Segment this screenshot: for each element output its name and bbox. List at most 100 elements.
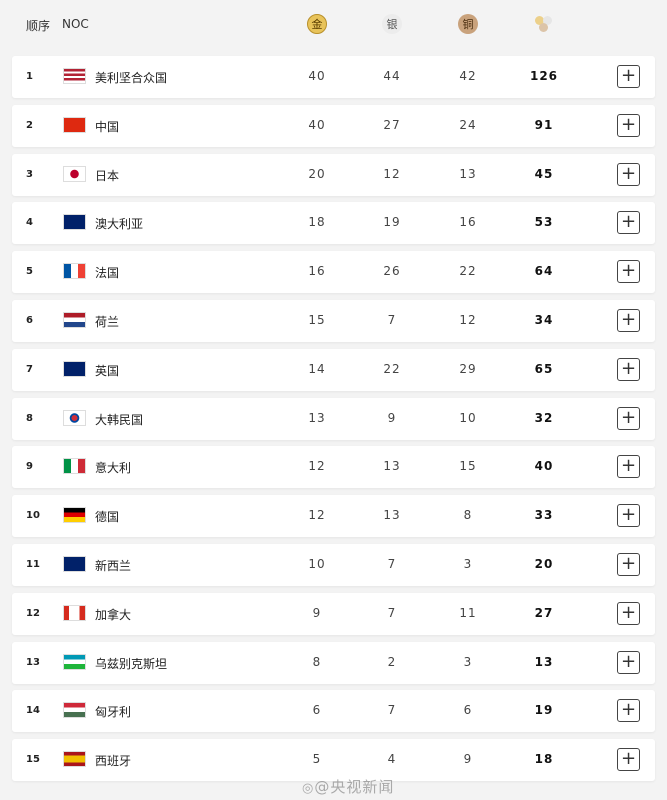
expand-button[interactable]: + [617,553,640,576]
table-row: 5 法国 16 26 22 64 + [12,251,655,294]
silver-count: 13 [383,508,401,523]
silver-count: 26 [383,264,401,279]
gold-count: 14 [308,361,326,376]
silver-count: 7 [387,605,397,620]
gold-count: 9 [312,605,322,620]
expand-button[interactable]: + [617,601,640,625]
watermark: ◎@央视新闻 [302,778,395,796]
rank: 6 [26,315,33,326]
expand-button[interactable]: + [617,357,640,381]
total-count: 19 [534,703,554,718]
newzealand-flag-icon [63,556,86,572]
rank: 14 [26,705,40,717]
table-row: 13 乌兹别克斯坦 8 2 3 13 + [12,641,655,684]
france-flag-icon [63,263,86,280]
silver-count: 13 [383,459,401,474]
rank: 9 [26,461,33,473]
silver-count: 27 [383,117,401,132]
silver-count: 9 [387,410,397,425]
gold-count: 18 [308,215,326,230]
country-name: 中国 [95,119,120,134]
italy-flag-icon [63,458,86,475]
total-count: 64 [534,264,554,279]
total-count: 40 [534,459,554,474]
table-row: 6 荷兰 15 7 12 34 + [12,300,655,342]
table-row: 3 日本 20 12 13 45 + [12,153,655,196]
gold-count: 15 [308,313,326,327]
australia-flag-icon [63,214,86,231]
china-flag-icon [63,116,86,133]
country-name: 新西兰 [95,559,132,573]
bronze-count: 22 [459,264,477,279]
spain-flag-icon [63,751,86,768]
hungary-flag-icon [63,702,86,719]
bronze-count: 10 [459,410,477,425]
rank: 12 [26,607,40,619]
rank: 1 [26,71,33,82]
gold-medal-icon: 金 [307,14,327,34]
country-name: 意大利 [95,461,132,476]
expand-button[interactable]: + [617,211,640,235]
medals-total-icon [535,16,555,36]
rank: 8 [26,412,33,424]
country-name: 英国 [95,363,120,378]
table-row: 15 西班牙 5 4 9 18 + [12,739,655,782]
country-name: 加拿大 [95,607,132,622]
silver-count: 19 [383,215,401,230]
rank: 3 [26,168,33,180]
expand-button[interactable]: + [617,406,640,430]
expand-button[interactable]: + [617,748,640,772]
bronze-medal-icon: 铜 [458,14,478,34]
rank: 15 [26,754,40,766]
noc-header: NOC [62,17,89,31]
silver-count: 12 [383,166,401,181]
total-count: 126 [529,69,559,83]
table-row: 2 中国 40 27 24 91 + [12,104,655,147]
rank: 5 [26,266,33,278]
rank: 7 [26,363,33,375]
total-count: 18 [534,752,554,767]
rank: 13 [26,656,40,668]
total-count: 32 [534,410,554,425]
table-row: 4 澳大利亚 18 19 16 53 + [12,202,655,245]
table-header: 顺序 NOC 金 银 铜 [0,0,667,50]
gold-count: 13 [308,410,326,425]
country-name: 美利坚合众国 [95,71,168,85]
bronze-count: 24 [459,117,477,132]
total-count: 13 [534,654,554,669]
expand-button[interactable]: + [617,455,640,479]
expand-button[interactable]: + [617,504,640,528]
country-name: 法国 [95,266,120,281]
table-row: 10 德国 12 13 8 33 + [12,495,655,538]
total-count: 33 [534,508,554,523]
rank: 10 [26,510,40,522]
expand-button[interactable]: + [617,113,640,137]
total-count: 20 [534,557,554,571]
expand-button[interactable]: + [617,65,640,88]
gold-count: 8 [312,654,322,669]
country-name: 西班牙 [95,754,132,769]
country-name: 德国 [95,510,120,525]
silver-medal-icon: 银 [382,14,402,34]
country-name: 日本 [95,168,120,183]
expand-button[interactable]: + [617,162,640,186]
canada-flag-icon [63,604,86,621]
gold-count: 16 [308,264,326,279]
expand-button[interactable]: + [617,699,640,723]
country-name: 澳大利亚 [95,217,144,232]
gold-count: 40 [308,117,326,132]
bronze-count: 15 [459,459,477,474]
total-count: 34 [534,313,554,327]
total-count: 91 [534,117,554,132]
expand-button[interactable]: + [617,309,640,332]
country-name: 匈牙利 [95,705,132,720]
expand-button[interactable]: + [617,260,640,284]
expand-button[interactable]: + [617,650,640,674]
country-name: 荷兰 [95,315,120,329]
total-count: 53 [534,215,554,230]
korea-flag-icon [63,409,86,426]
rank: 11 [26,559,40,570]
silver-count: 22 [383,361,401,376]
rank: 2 [26,119,33,131]
bronze-count: 42 [459,69,477,83]
